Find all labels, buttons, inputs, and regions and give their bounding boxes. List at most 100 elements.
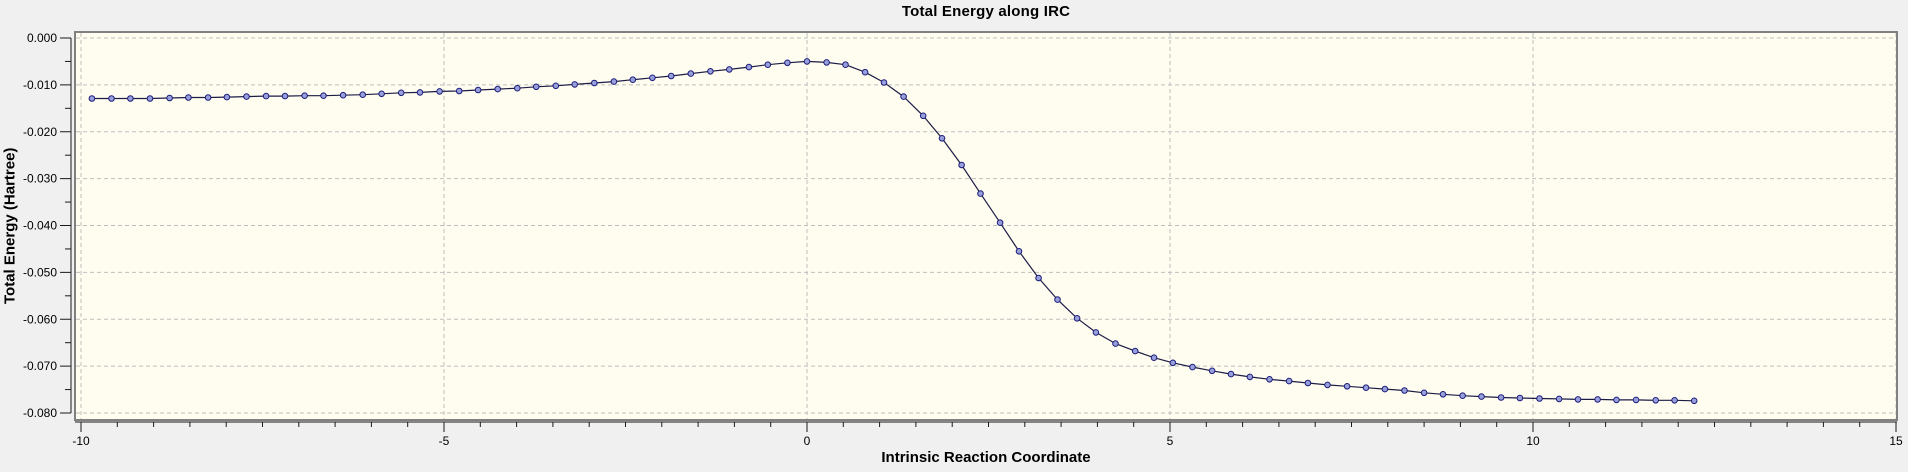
data-point — [1266, 376, 1273, 383]
data-point — [1150, 354, 1158, 362]
data-point — [1613, 396, 1620, 404]
data-point — [919, 112, 927, 120]
data-point — [1439, 391, 1447, 398]
data-point — [1246, 373, 1254, 381]
data-point — [764, 61, 772, 68]
data-point — [591, 79, 598, 87]
data-point — [1555, 395, 1563, 403]
data-point — [1632, 396, 1640, 404]
data-point — [494, 85, 502, 93]
data-point — [1073, 315, 1081, 322]
data-point — [861, 68, 869, 76]
y-tick-label: -0.080 — [23, 406, 57, 420]
x-tick-label: -10 — [72, 434, 90, 448]
x-tick-label: 0 — [804, 434, 811, 448]
data-point — [1497, 394, 1505, 401]
data-point — [1054, 296, 1061, 303]
y-tick-label: -0.040 — [23, 219, 57, 233]
data-point — [1478, 393, 1485, 400]
data-point — [880, 79, 888, 86]
series-total-energy — [88, 58, 1698, 405]
data-point — [726, 66, 733, 73]
data-point — [667, 72, 675, 80]
data-point — [571, 81, 579, 88]
x-axis-title: Intrinsic Reaction Coordinate — [881, 449, 1091, 466]
data-point — [977, 190, 984, 197]
data-point — [262, 92, 270, 100]
data-point — [629, 76, 637, 83]
y-tick-label: -0.050 — [23, 265, 57, 279]
data-point — [823, 59, 830, 66]
data-point — [1381, 385, 1389, 393]
x-tick-label: 15 — [1889, 434, 1903, 448]
data-point — [1536, 395, 1543, 402]
data-point — [1112, 340, 1119, 347]
data-point — [532, 83, 540, 91]
data-point — [88, 95, 96, 102]
data-point — [1035, 274, 1042, 282]
data-point — [436, 88, 443, 95]
data-point — [301, 92, 308, 99]
data-point — [1189, 363, 1196, 371]
data-point — [1304, 379, 1312, 387]
data-point — [745, 63, 753, 71]
data-point — [223, 93, 231, 101]
data-point — [185, 94, 192, 101]
data-point — [1285, 377, 1293, 385]
data-point — [1343, 383, 1351, 390]
data-point — [1652, 397, 1659, 404]
data-point — [320, 92, 327, 99]
y-tick-label: -0.030 — [23, 172, 57, 186]
data-point — [938, 135, 946, 142]
x-tick-label: -5 — [439, 434, 450, 448]
data-point — [1671, 397, 1678, 404]
data-point — [610, 78, 618, 85]
data-point — [1516, 394, 1524, 402]
data-point — [359, 91, 367, 98]
data-point — [1362, 384, 1370, 392]
data-point — [1420, 389, 1428, 397]
data-point — [474, 86, 482, 94]
data-point — [166, 94, 173, 102]
data-point — [243, 93, 250, 100]
y-tick-label: -0.060 — [23, 312, 57, 326]
y-axis-title: Total Energy (Hartree) — [1, 147, 19, 305]
data-point — [900, 93, 907, 100]
x-tick-labels: -10 -5 0 5 10 15 — [72, 434, 1903, 448]
data-point — [649, 74, 656, 82]
data-point — [1594, 396, 1601, 403]
data-point — [1574, 396, 1582, 403]
data-point — [1131, 347, 1139, 355]
data-point — [416, 89, 424, 96]
data-point — [339, 91, 347, 99]
data-point — [281, 92, 289, 100]
y-tick-labels: 0.000 -0.010 -0.020 -0.030 -0.040 -0.050 -0.06… — [23, 31, 57, 420]
data-point — [127, 95, 134, 102]
data-point — [842, 61, 849, 68]
data-point — [378, 90, 385, 98]
data-point — [1690, 397, 1698, 405]
data-point — [784, 59, 791, 67]
data-point — [552, 82, 560, 90]
data-point — [707, 68, 714, 75]
data-point — [1401, 387, 1408, 394]
y-tick-label: -0.070 — [23, 359, 57, 373]
data-point — [108, 95, 115, 102]
data-point — [146, 95, 154, 102]
y-tick-label: 0.000 — [27, 31, 57, 45]
data-point — [1227, 370, 1235, 378]
data-point — [1015, 248, 1023, 255]
series-markers — [88, 58, 1698, 405]
data-point — [1092, 329, 1100, 336]
plot-frame — [74, 31, 1898, 421]
axes — [60, 37, 1897, 432]
data-point — [397, 89, 405, 97]
chart-title: Total Energy along IRC — [901, 3, 1071, 20]
data-point — [687, 70, 695, 77]
data-point — [958, 161, 965, 169]
x-tick-label: 5 — [1167, 434, 1174, 448]
data-point — [1324, 381, 1331, 389]
y-tick-label: -0.020 — [23, 125, 57, 139]
